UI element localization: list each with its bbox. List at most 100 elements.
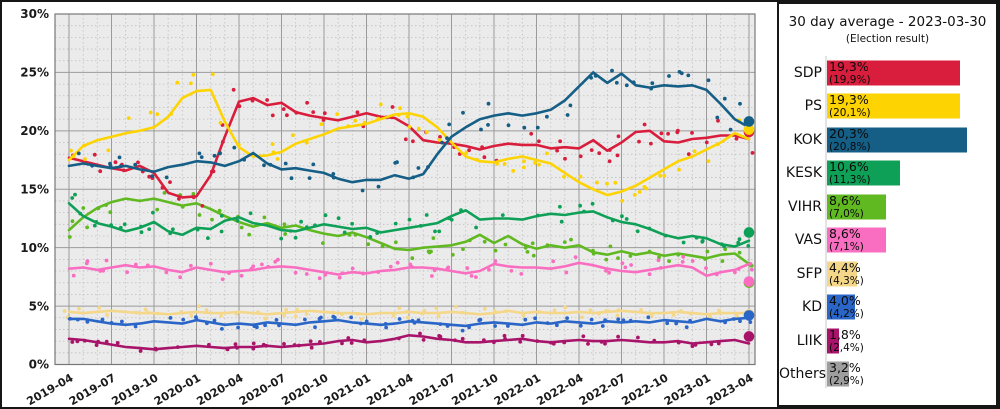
legend-value-bar	[827, 261, 858, 287]
poll-dot-kd	[533, 316, 537, 321]
x-axis-tick-label: 2020-04	[195, 371, 246, 407]
poll-dot-sfp	[504, 309, 509, 314]
poll-dot-vihr	[503, 242, 508, 247]
poll-dot-kok	[631, 80, 636, 85]
legend-party-label: Others	[779, 366, 827, 383]
poll-dot-liik	[518, 339, 523, 344]
poll-dot-kesk	[118, 225, 123, 230]
poll-dot-liik	[261, 342, 266, 347]
poll-dot-ps	[537, 162, 541, 167]
poll-dot-vas	[104, 258, 109, 263]
poll-dot-vas	[178, 275, 183, 280]
poll-dot-sdp	[750, 151, 755, 155]
poll-dot-liik	[437, 334, 442, 338]
poll-dot-sfp	[77, 306, 81, 311]
poll-dot-sdp	[589, 148, 594, 153]
legend-election-result: (4,3%)	[829, 274, 864, 287]
poll-dot-vas	[430, 274, 434, 278]
poll-dot-liik	[716, 341, 721, 346]
poll-dot-sfp	[460, 310, 465, 315]
poll-dot-vas	[317, 276, 322, 281]
poll-dot-kesk	[219, 229, 224, 234]
poll-dot-kesk	[195, 227, 200, 232]
poll-dot-vihr	[96, 206, 101, 211]
poll-dot-sdp	[616, 134, 621, 139]
poll-dot-kd	[589, 317, 594, 322]
poll-dot-kok	[614, 80, 619, 85]
poll-dot-liik	[297, 343, 301, 348]
poll-dot-kesk	[92, 223, 97, 228]
poll-dot-vihr	[608, 244, 613, 249]
poll-dot-ps	[662, 173, 667, 178]
poll-dot-kok	[307, 176, 312, 181]
poll-dot-sdp	[322, 111, 327, 116]
legend-election-result: (2,4%)	[829, 341, 864, 354]
y-axis-tick-label: 20%	[20, 124, 49, 138]
poll-dot-vas	[690, 259, 695, 263]
poll-dot-ps	[71, 154, 76, 159]
x-axis-tick-label: 2019-07	[67, 371, 118, 407]
poll-dot-vas	[304, 272, 309, 276]
poll-dot-kok	[715, 115, 720, 120]
x-axis-tick-label: 2021-10	[450, 371, 501, 407]
poll-dot-kok	[568, 103, 573, 108]
poll-dot-sfp	[434, 306, 439, 310]
poll-dot-ps	[218, 120, 223, 125]
poll-dot-vas	[446, 265, 451, 270]
legend-row-kd: KD 4,0% (4,2%)	[779, 291, 996, 325]
poll-dot-kd	[628, 318, 633, 323]
poll-dot-vas	[273, 259, 278, 264]
poll-dot-sdp	[597, 151, 602, 156]
poll-dot-vas	[564, 270, 569, 275]
legend-value-text: 20,3% (20,8%)	[829, 127, 871, 153]
poll-dot-vas	[629, 263, 633, 267]
x-axis-tick-label: 2023-04	[705, 371, 756, 407]
poll-dot-sdp	[281, 107, 286, 111]
poll-dot-sfp	[204, 308, 209, 312]
poll-dot-kok	[565, 113, 570, 117]
poll-dot-liik	[460, 336, 465, 341]
legend-value-text: 19,3% (20,1%)	[829, 93, 871, 119]
poll-dot-sfp	[62, 309, 67, 313]
poll-dot-sdp	[637, 139, 641, 144]
poll-dot-kok	[416, 166, 421, 170]
poll-dot-sfp	[597, 311, 601, 316]
poll-dot-ps	[353, 118, 358, 123]
poll-dot-vihr	[657, 255, 661, 260]
poll-dot-kok	[649, 86, 654, 91]
poll-dot-sdp	[558, 139, 562, 144]
poll-dot-ps	[511, 169, 516, 173]
poll-dot-vihr	[67, 235, 72, 239]
poll-dot-ps	[106, 148, 111, 153]
election-result-dot-ps	[743, 124, 755, 135]
poll-dot-kd	[168, 316, 173, 320]
poll-dot-ps	[545, 151, 549, 156]
poll-dot-sfp	[355, 312, 360, 316]
y-axis-tick-label: 0%	[29, 358, 49, 372]
poll-dot-ps	[236, 142, 241, 147]
poll-dot-kok	[411, 175, 416, 180]
poll-dot-kok	[90, 163, 94, 168]
poll-dot-sdp	[321, 118, 326, 122]
poll-dot-ps	[522, 159, 526, 164]
x-axis-tick-label: 2022-10	[620, 371, 671, 407]
legend-row-liik: LIIK 1,8% (2,4%)	[779, 324, 996, 358]
poll-dot-vas	[432, 268, 437, 273]
poll-dot-kesk	[350, 221, 354, 226]
poll-dot-sfp	[419, 311, 424, 316]
poll-dot-sfp	[679, 309, 683, 313]
poll-dot-kesk	[94, 220, 99, 224]
x-axis-tick-label: 2021-04	[365, 371, 416, 407]
poll-dot-liik	[418, 331, 422, 336]
poll-dot-kd	[75, 317, 80, 322]
legend-rows: SDP 19,3% (19,9%) PS 19,3% (20,1%) KOK 20,3% (20…	[779, 56, 996, 392]
legend-value-bar	[827, 60, 961, 86]
poll-dot-sdp	[92, 152, 97, 157]
poll-dot-kesk	[694, 235, 699, 240]
poll-dot-liik	[562, 340, 567, 345]
poll-dot-sdp	[136, 160, 140, 165]
poll-dot-kd	[416, 318, 421, 323]
poll-dot-vihr	[562, 240, 567, 245]
legend-value-text: 4,4% (4,3%)	[829, 261, 864, 287]
